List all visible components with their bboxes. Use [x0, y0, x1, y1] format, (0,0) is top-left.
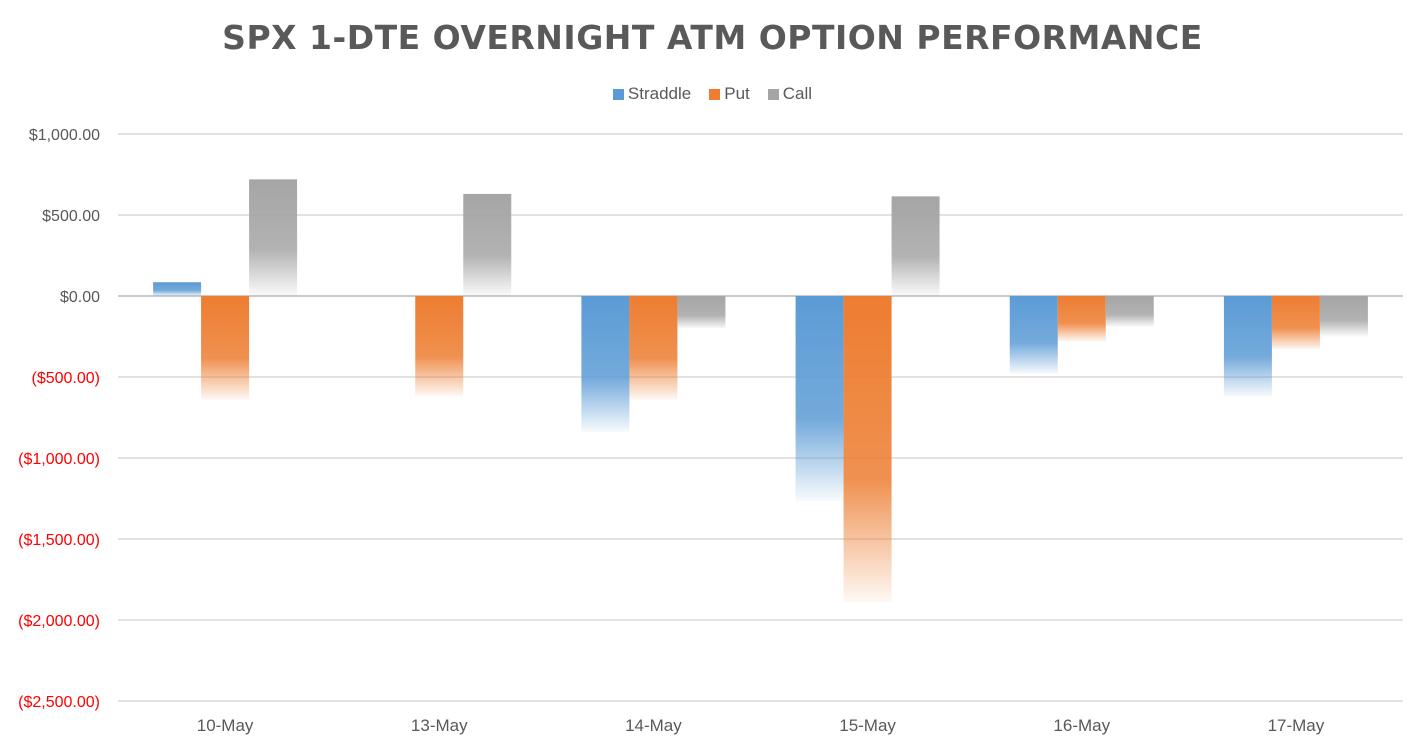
- y-tick-label: $500.00: [42, 208, 100, 225]
- bar-put-14-may: [629, 296, 678, 400]
- y-tick-label: ($1,500.00): [18, 532, 100, 549]
- bar-straddle-15-may: [795, 296, 844, 501]
- legend-swatch-put: [709, 88, 721, 100]
- bar-put-16-may: [1057, 296, 1106, 342]
- chart-legend: Straddle Put Call: [0, 84, 1425, 104]
- bar-put-10-may: [201, 296, 250, 400]
- legend-item-put: Put: [709, 84, 750, 104]
- bar-straddle-10-may: [153, 282, 202, 296]
- bar-put-17-may: [1271, 296, 1320, 350]
- bar-call-16-may: [1105, 296, 1154, 327]
- y-tick-label: ($500.00): [32, 370, 101, 387]
- bar-straddle-14-may: [581, 296, 630, 433]
- x-tick-label: 17-May: [1268, 716, 1325, 735]
- x-tick-label: 10-May: [197, 716, 254, 735]
- bar-put-13-may: [415, 296, 464, 397]
- x-tick-label: 15-May: [839, 716, 896, 735]
- bar-straddle-17-may: [1223, 296, 1272, 397]
- y-tick-label: $1,000.00: [29, 127, 100, 144]
- x-tick-label: 14-May: [625, 716, 682, 735]
- y-tick-label: $0.00: [60, 289, 100, 306]
- bar-call-13-may: [463, 193, 512, 296]
- x-tick-label: 13-May: [411, 716, 468, 735]
- bar-call-15-may: [891, 196, 940, 296]
- legend-label-straddle: Straddle: [627, 84, 692, 103]
- chart-title: SPX 1-DTE OVERNIGHT ATM OPTION PERFORMAN…: [222, 18, 1203, 57]
- legend-item-straddle: Straddle: [612, 84, 692, 104]
- legend-label-call: Call: [782, 84, 813, 103]
- legend-swatch-straddle: [612, 88, 624, 100]
- y-tick-label: ($1,000.00): [18, 451, 100, 468]
- bar-call-14-may: [677, 296, 726, 329]
- bar-call-17-may: [1319, 296, 1368, 337]
- legend-swatch-call: [767, 88, 779, 100]
- x-tick-label: 16-May: [1053, 716, 1110, 735]
- legend-label-put: Put: [724, 84, 750, 103]
- bar-put-15-may: [843, 296, 892, 603]
- y-tick-label: ($2,000.00): [18, 613, 100, 630]
- bar-call-10-may: [249, 179, 298, 296]
- bar-straddle-16-may: [1009, 296, 1058, 374]
- y-tick-label: ($2,500.00): [18, 694, 100, 711]
- legend-item-call: Call: [767, 84, 813, 104]
